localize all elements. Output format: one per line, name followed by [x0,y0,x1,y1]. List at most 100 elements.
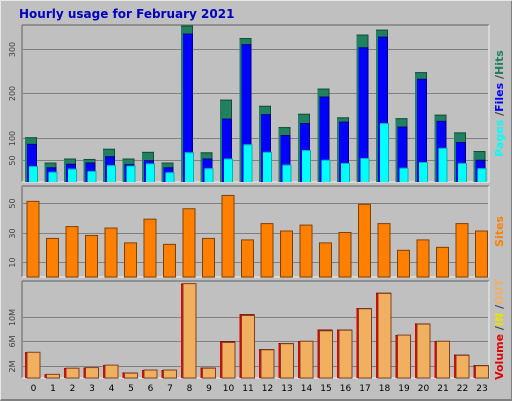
pages-bar-edge [134,165,136,182]
files-bar-edge [417,78,427,80]
sites-bar [319,242,332,278]
usage-series-legend: Pages /Files /Hits [493,50,506,157]
hits-bar-edge [395,118,408,120]
files-bar-edge [202,158,213,160]
pages-bar-edge [368,158,370,182]
pages-bar [360,158,370,182]
pages-bar-edge [185,152,194,154]
kbout-bar [202,367,216,379]
pages-bar [341,162,350,182]
xtick-label: 22 [457,384,468,394]
sites-bar [377,223,391,278]
hits-bar-edge [278,127,291,129]
pages-bar-edge [107,165,116,167]
kbout-bar [241,314,255,379]
pages-bar-edge [29,166,38,168]
sites-bar [436,246,449,278]
kbout-bar [65,367,80,379]
xtick-label: 4 [109,384,115,394]
sites-bar [65,226,79,278]
kbout-bar [182,283,197,379]
pages-bar [243,144,253,182]
legend-entry: OUT [493,279,506,305]
pages-bar-edge [282,164,292,166]
pages-bar [48,171,58,182]
pages-bar [126,165,136,182]
xtick-label: 3 [89,384,95,394]
files-bar-edge [456,142,466,144]
files-bar [339,121,349,182]
sites-bar [299,224,313,278]
pages-bar [419,162,428,182]
files-bar-edge [46,167,57,169]
pages-bar-edge [115,165,116,182]
pages-bar-edge [243,144,253,146]
pages-bar-edge [399,167,409,169]
kbout-bar [221,341,236,379]
pages-bar-edge [251,144,253,182]
volume-bar-edge [220,341,235,343]
kbout-bar [338,329,353,379]
files-bar-edge [319,96,330,98]
pages-bar-edge [360,158,370,160]
pages-bar [321,159,331,182]
files-bar-edge [192,33,193,183]
pages-bar-edge [126,165,136,167]
kbout-bar [377,292,392,379]
hits-bar-edge [376,29,388,31]
xtick-label: 20 [418,384,430,394]
xtick-label: 19 [398,384,410,394]
usage-ytick-label: 50 [8,155,17,165]
hits-bar-edge [434,114,447,116]
sites-bar [358,203,371,278]
pages-bar-edge [302,150,311,152]
hits-bar-edge [337,117,349,119]
kbout-bar [260,349,275,379]
hits-bar-edge [200,152,213,154]
pages-bar [165,172,175,182]
pages-bar-edge [165,172,175,174]
pages-bar-edge [321,159,331,161]
pages-bar [302,150,311,182]
files-bar [397,126,408,182]
xtick-label: 21 [437,384,448,394]
kbout-bar [143,369,158,379]
files-bar-edge [183,33,193,35]
pages-bar [68,168,77,182]
files-bar-edge [66,163,76,165]
files-bar-edge [348,121,349,182]
pages-bar-edge [341,162,350,164]
files-bar-edge [406,126,408,182]
pages-bar-edge [68,168,77,170]
pages-bar-edge [349,162,350,182]
usage-ytick-label: 100 [8,131,17,146]
pages-bar-edge [212,168,214,182]
hits-bar-edge [83,158,96,160]
pages-bar [146,163,155,182]
xtick-label: 16 [340,384,352,394]
pages-bar-edge [458,162,467,164]
pages-bar-edge [329,159,331,182]
files-bar-edge [426,78,427,182]
legend-entry: Volume [493,334,506,380]
files-bar-edge [222,118,232,120]
hits-bar-edge [122,158,135,160]
pages-bar [399,167,409,182]
pages-bar [185,152,194,182]
kbout-bar [319,330,333,379]
xtick-label: 9 [206,384,212,394]
kbout-bar [436,340,450,379]
sites-bar [182,208,196,278]
pages-bar [107,165,116,182]
usage-panel [22,25,489,182]
legend-entry: Pages [493,119,506,157]
sites-ytick-label: 30 [8,228,17,238]
xtick-label: 7 [167,384,173,394]
xtick-label: 18 [379,384,391,394]
pages-bar-edge [380,123,389,125]
hits-bar-edge [298,113,310,115]
files-bar-edge [328,96,330,182]
hits-bar-edge [473,151,486,152]
hits-bar-edge [454,132,466,134]
pages-bar-edge [48,171,58,173]
